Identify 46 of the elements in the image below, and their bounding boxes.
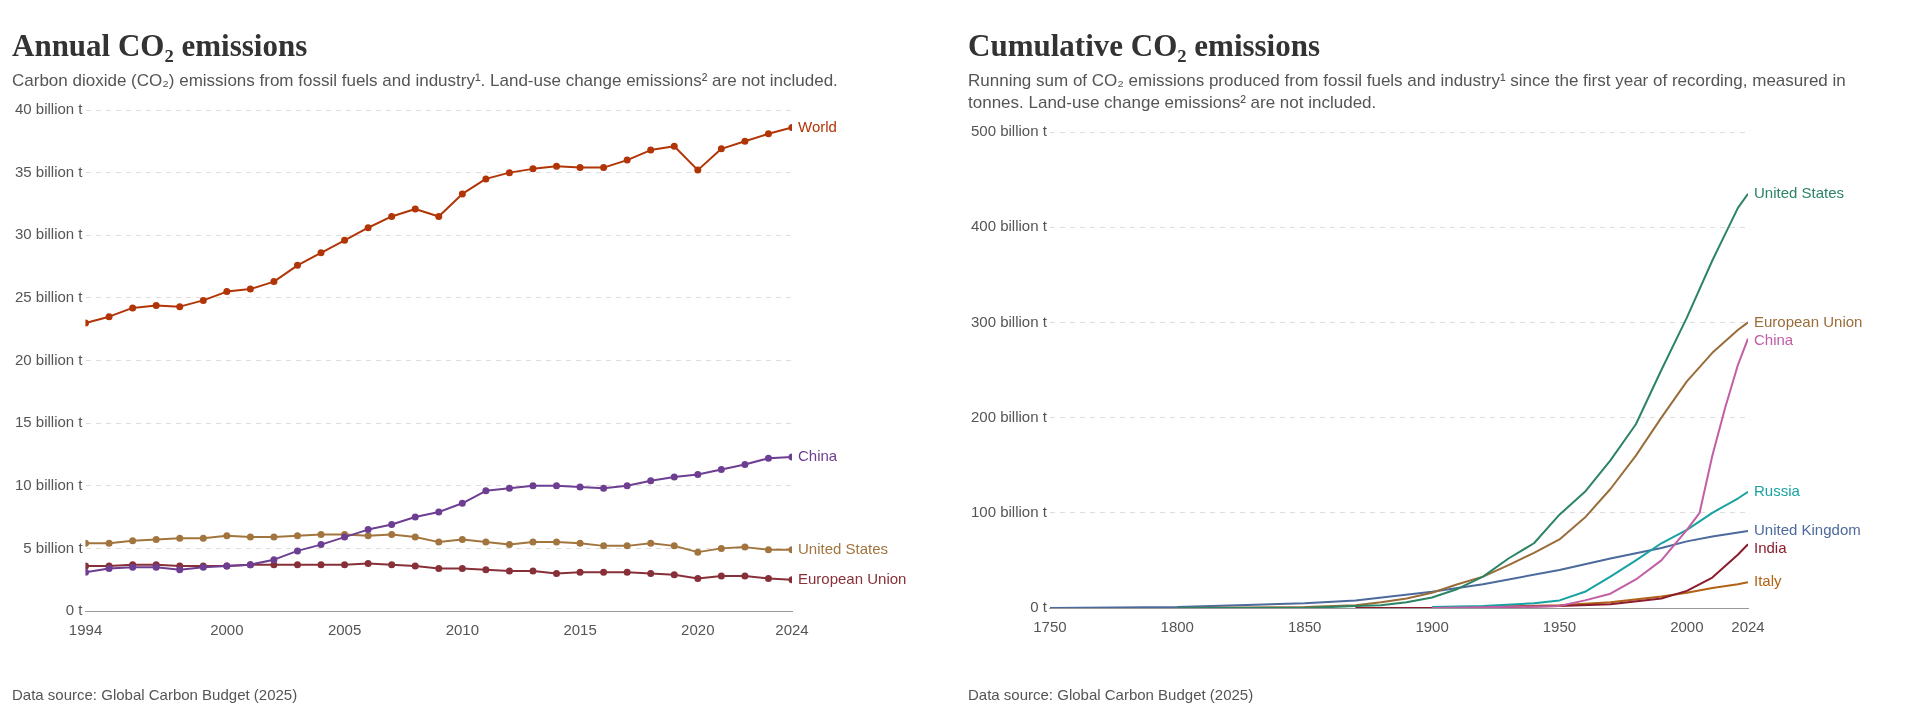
chart-title: Cumulative CO₂ emissions — [968, 28, 1322, 64]
x-tick-label: 1750 — [1033, 618, 1067, 636]
series-label: Italy — [1754, 572, 1783, 590]
series-label: European Union — [798, 569, 907, 587]
y-tick-label: 20 billion t — [15, 350, 84, 368]
series-label: World — [798, 117, 837, 135]
series-label: China — [1754, 330, 1794, 348]
series-label: United Kingdom — [1754, 521, 1861, 539]
y-tick-label: 400 billion t — [971, 217, 1048, 235]
x-tick-label: 2024 — [1731, 618, 1765, 636]
y-tick-label: 300 billion t — [971, 312, 1048, 330]
chart-subtitle: Running sum of CO₂ emissions produced from fossil fuels and industry¹ since the first year of recording, measured in tonnes. Land-use change emissions² are not included. — [968, 70, 1847, 115]
x-tick-label: 1850 — [1287, 618, 1322, 636]
y-tick-label: 5 billion t — [23, 538, 84, 556]
y-tick-label: 40 billion t — [15, 100, 84, 118]
y-tick-label: 100 billion t — [971, 503, 1048, 521]
y-tick-label: 15 billion t — [15, 413, 84, 431]
chart-subtitle: Carbon dioxide (CO₂) emissions from fossil fuels and industry¹. Land-use change emissions² are not included. — [12, 70, 839, 92]
x-tick-label: 1950 — [1542, 618, 1577, 636]
x-tick-label: 2005 — [327, 621, 362, 639]
x-tick-label: 2000 — [210, 621, 244, 639]
series-label: Russia — [1754, 482, 1801, 500]
x-tick-label: 1900 — [1415, 618, 1449, 636]
source-note: Data source: Global Carbon Budget (2025) — [968, 686, 1255, 703]
series-label: United States — [1754, 184, 1845, 202]
source-note: Data source: Global Carbon Budget (2025) — [12, 686, 299, 703]
y-tick-label: 0 t — [65, 601, 84, 619]
y-tick-label: 10 billion t — [15, 475, 84, 493]
x-tick-label: 2020 — [681, 621, 715, 639]
x-tick-label: 1994 — [68, 621, 103, 639]
y-tick-label: 0 t — [1030, 598, 1048, 616]
series-label: European Union — [1754, 312, 1863, 330]
x-tick-label: 2000 — [1670, 618, 1704, 636]
x-tick-label: 1800 — [1160, 618, 1194, 636]
series-label: China — [798, 447, 838, 465]
x-tick-label: 2024 — [775, 621, 809, 639]
series-label: United States — [798, 539, 889, 557]
chart-title: Annual CO₂ emissions — [12, 28, 309, 64]
y-tick-label: 200 billion t — [971, 407, 1048, 425]
y-tick-label: 30 billion t — [15, 225, 84, 243]
y-tick-label: 35 billion t — [15, 162, 84, 180]
series-label: India — [1754, 539, 1788, 557]
x-tick-label: 2010 — [445, 621, 480, 639]
y-tick-label: 25 billion t — [15, 288, 84, 306]
y-tick-label: 500 billion t — [971, 122, 1048, 140]
x-tick-label: 2015 — [563, 621, 597, 639]
